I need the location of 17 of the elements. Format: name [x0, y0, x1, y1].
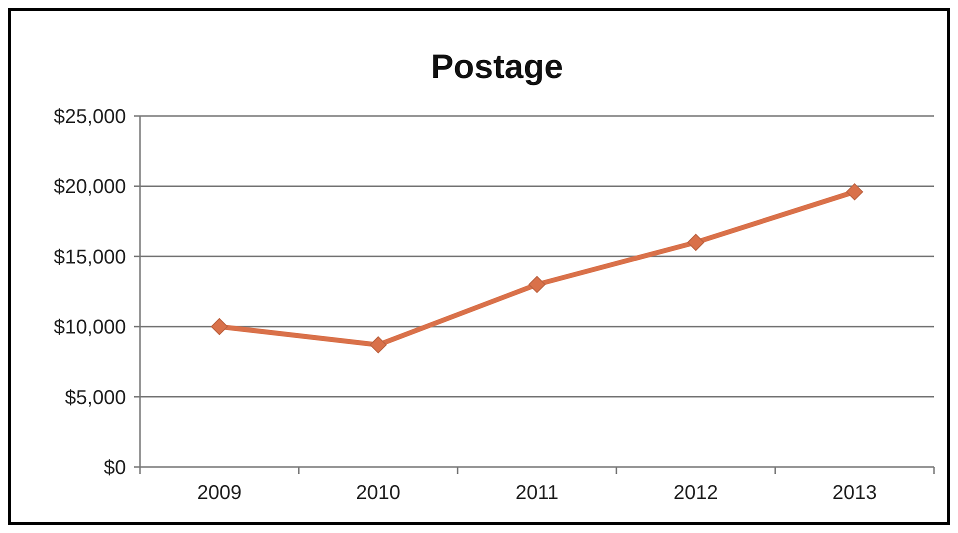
y-tick-label: $0	[104, 457, 126, 479]
chart-title: Postage	[430, 48, 564, 86]
x-tick-label: 2010	[356, 482, 400, 504]
point	[210, 318, 228, 336]
x-tick-label: 2011	[515, 482, 559, 504]
y-tick-label: $25,000	[54, 106, 126, 128]
y-tick-label: $15,000	[54, 246, 126, 268]
y-tick-label: $10,000	[54, 316, 126, 339]
point	[528, 276, 546, 293]
y-tick-label: $20,000	[54, 176, 126, 198]
point	[687, 234, 704, 251]
x-tick-label: 2013	[832, 482, 877, 504]
x-tick-label: 2009	[197, 482, 242, 504]
point	[370, 336, 387, 354]
x-tick-label: 2012	[674, 482, 718, 504]
y-tick-label: $5,000	[64, 386, 126, 409]
point	[846, 183, 864, 200]
